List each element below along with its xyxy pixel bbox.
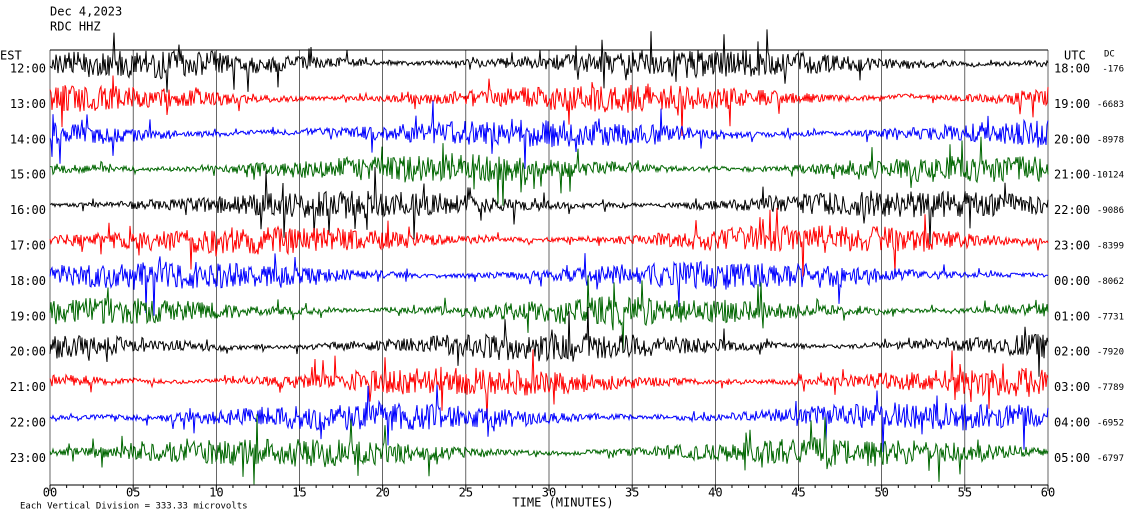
dc-label: -7731	[1097, 312, 1124, 322]
est-label: 23:00	[10, 451, 46, 465]
dc-label: -7789	[1097, 383, 1124, 393]
seismic-trace	[49, 384, 1049, 453]
utc-label: 19:00	[1054, 97, 1090, 111]
x-tick-label: 15	[292, 486, 306, 500]
dc-label: -8399	[1097, 242, 1124, 252]
dc-label: -10124	[1091, 171, 1124, 181]
date: Dec 4,2023	[50, 5, 122, 19]
station: RDC HHZ	[50, 20, 101, 34]
est-label: 21:00	[10, 380, 46, 394]
x-tick-label: 00	[43, 486, 57, 500]
dc-label: -7920	[1097, 348, 1124, 358]
dc-label: -8978	[1097, 135, 1124, 145]
est-label: 15:00	[10, 168, 46, 182]
est-label: 16:00	[10, 203, 46, 217]
seismic-trace	[49, 75, 1049, 137]
seismic-trace	[49, 136, 1049, 206]
utc-label: 05:00	[1054, 451, 1090, 465]
dc-label: -6683	[1097, 100, 1124, 110]
seismic-trace	[49, 275, 1049, 352]
x-tick-label: 05	[126, 486, 140, 500]
est-label: 12:00	[10, 62, 46, 76]
est-label: 18:00	[10, 274, 46, 288]
x-tick-label: 10	[209, 486, 223, 500]
x-tick-label: 55	[958, 486, 972, 500]
est-label: 14:00	[10, 132, 46, 146]
seismic-trace	[49, 166, 1049, 245]
utc-label: 21:00	[1054, 168, 1090, 182]
dc-label: -176	[1102, 65, 1124, 75]
utc-label: 02:00	[1054, 345, 1090, 359]
utc-label: 01:00	[1054, 309, 1090, 323]
utc-label: 00:00	[1054, 274, 1090, 288]
x-tick-label: 35	[625, 486, 639, 500]
x-tick-label: 40	[708, 486, 722, 500]
seismic-trace	[49, 253, 1049, 316]
seismic-trace	[49, 414, 1049, 485]
est-label: 20:00	[10, 345, 46, 359]
left-zone: EST	[0, 49, 22, 63]
x-tick-label: 20	[375, 486, 389, 500]
seismic-trace	[49, 306, 1049, 377]
seismic-trace	[49, 100, 1049, 170]
seismic-trace	[49, 207, 1049, 280]
dc-label: -8062	[1097, 277, 1124, 287]
utc-label: 20:00	[1054, 132, 1090, 146]
est-label: 22:00	[10, 416, 46, 430]
utc-label: 03:00	[1054, 380, 1090, 394]
est-label: 13:00	[10, 97, 46, 111]
utc-label: 04:00	[1054, 416, 1090, 430]
seismic-trace	[49, 29, 1049, 93]
x-tick-label: 50	[874, 486, 888, 500]
dc-label: -6952	[1097, 419, 1124, 429]
x-tick-label: 45	[791, 486, 805, 500]
dc-label: -9086	[1097, 206, 1124, 216]
dc-heading: DC	[1104, 50, 1115, 60]
utc-label: 23:00	[1054, 239, 1090, 253]
dc-label: -6797	[1097, 454, 1124, 464]
x-tick-label: 25	[459, 486, 473, 500]
right-zone: UTC	[1064, 49, 1086, 63]
x-tick-label: 60	[1041, 486, 1055, 500]
x-label: TIME (MINUTES)	[512, 496, 613, 510]
x-tick-label: 30	[542, 486, 556, 500]
footer: Each Vertical Division = 333.33 microvol…	[20, 502, 248, 512]
utc-label: 22:00	[1054, 203, 1090, 217]
seismic-trace	[49, 349, 1049, 420]
est-label: 19:00	[10, 309, 46, 323]
est-label: 17:00	[10, 239, 46, 253]
utc-label: 18:00	[1054, 62, 1090, 76]
traces	[49, 29, 1049, 485]
